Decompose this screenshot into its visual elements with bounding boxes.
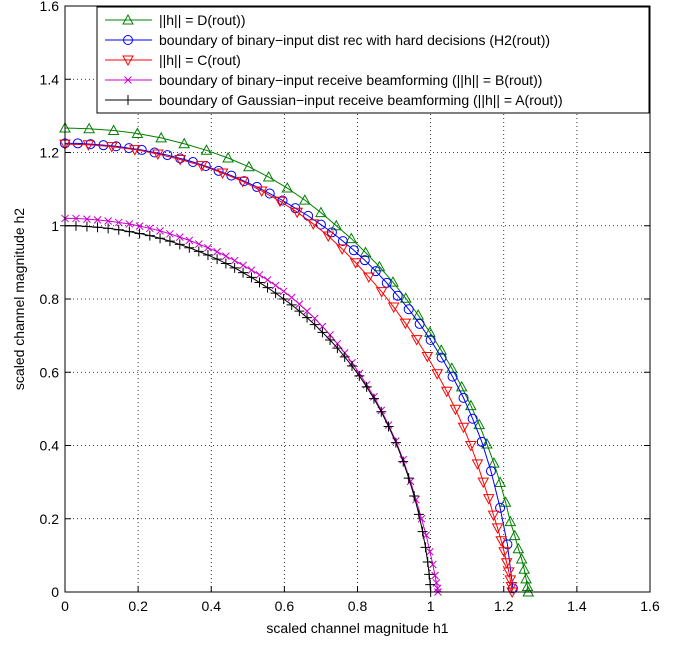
y-tick-label: 0.8 [40, 291, 60, 307]
legend-entry: boundary of binary−input dist rec with h… [105, 32, 550, 48]
y-tick-label: 0.6 [40, 364, 60, 380]
legend-label: boundary of Gaussian−input receive beamf… [159, 92, 563, 108]
legend-label: boundary of binary−input receive beamfor… [159, 72, 542, 88]
y-tick-label: 1.2 [40, 145, 60, 161]
legend-label: ||h|| = D(rout)) [159, 12, 246, 28]
legend-entry: boundary of Gaussian−input receive beamf… [105, 92, 563, 108]
x-tick-label: 1.2 [494, 598, 514, 614]
x-tick-label: 1 [427, 598, 435, 614]
x-tick-label: 1.4 [567, 598, 587, 614]
legend: ||h|| = D(rout)) boundary of binary−input… [97, 7, 649, 113]
x-tick-label: 0.2 [128, 598, 148, 614]
y-tick-label: 1.4 [40, 71, 60, 87]
x-tick-label: 0.6 [275, 598, 295, 614]
x-tick-label: 0.4 [202, 598, 222, 614]
legend-label: ||h|| = C(rout) [159, 52, 241, 68]
y-tick-label: 0 [51, 584, 59, 600]
x-tick-label: 1.6 [640, 598, 660, 614]
x-tick-label: 0.8 [348, 598, 368, 614]
x-axis-label: scaled channel magnitude h1 [266, 620, 448, 636]
y-tick-label: 0.4 [40, 438, 60, 454]
legend-entry: boundary of binary−input receive beamfor… [105, 72, 542, 88]
y-axis-label: scaled channel magnitude h2 [11, 208, 27, 390]
x-tick-label: 0 [61, 598, 69, 614]
legend-label: boundary of binary−input dist rec with h… [159, 32, 550, 48]
y-tick-label: 0.2 [40, 511, 60, 527]
y-tick-label: 1.6 [40, 0, 60, 14]
y-tick-label: 1 [51, 218, 59, 234]
